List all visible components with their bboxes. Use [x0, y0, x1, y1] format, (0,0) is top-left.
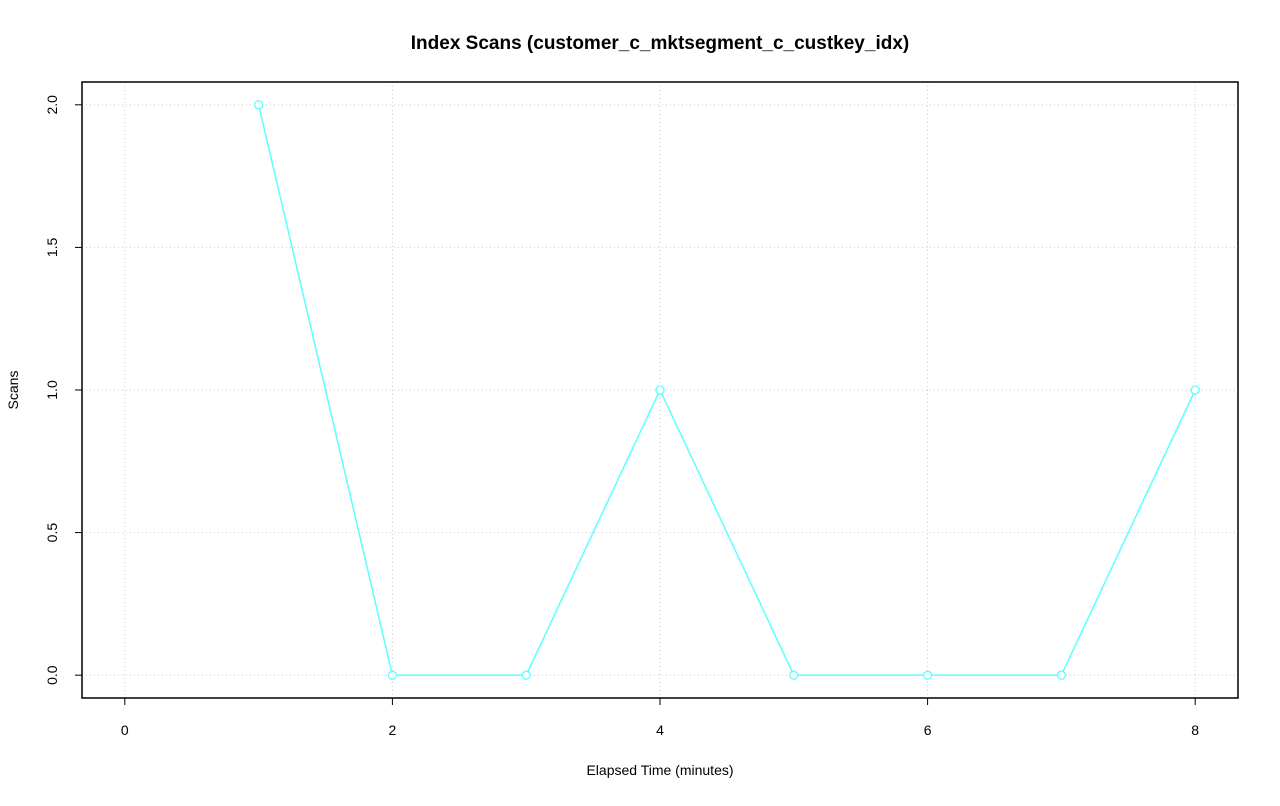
y-tick-label: 0.0 [44, 665, 60, 685]
x-tick-label: 8 [1191, 722, 1199, 738]
x-tick-label: 0 [121, 722, 129, 738]
x-axis-label: Elapsed Time (minutes) [586, 762, 733, 778]
data-point [655, 385, 665, 395]
data-point [922, 670, 933, 680]
plot-frame [81, 81, 1239, 699]
data-point [253, 100, 264, 110]
data-point [521, 670, 531, 680]
x-tick-label: 2 [389, 722, 397, 738]
data-point [1056, 670, 1067, 680]
data-point [1190, 385, 1200, 395]
y-tick-label: 0.5 [44, 523, 60, 543]
y-tick-label: 1.0 [44, 380, 60, 400]
x-tick-label: 6 [924, 722, 932, 738]
y-tick-label: 2.0 [44, 95, 60, 115]
chart-title: Index Scans (customer_c_mktsegment_c_cus… [411, 33, 909, 54]
series-line [257, 104, 1196, 676]
y-axis-label: Scans [5, 371, 21, 410]
data-point [387, 670, 398, 680]
y-tick-label: 1.5 [44, 237, 60, 257]
x-tick-label: 4 [656, 722, 664, 738]
data-point [789, 670, 799, 680]
